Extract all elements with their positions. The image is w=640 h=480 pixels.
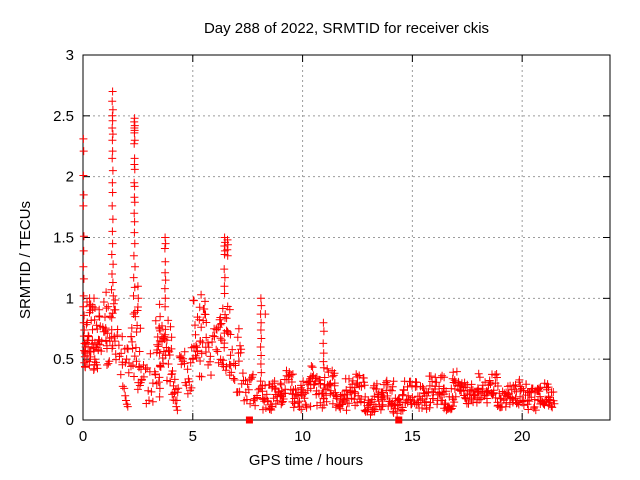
svg-text:2: 2 <box>66 169 74 186</box>
svg-text:2.5: 2.5 <box>53 108 74 125</box>
plot-border <box>82 54 611 421</box>
svg-text:0: 0 <box>66 412 74 429</box>
svg-text:1.5: 1.5 <box>53 230 74 247</box>
svg-text:0: 0 <box>79 428 87 445</box>
x-axis-label: GPS time / hours <box>248 452 364 469</box>
svg-text:15: 15 <box>404 428 421 445</box>
chart-title: Day 288 of 2022, SRMTID for receiver cki… <box>203 20 490 37</box>
data-points <box>79 87 559 419</box>
svg-text:1: 1 <box>66 290 74 307</box>
grid-lines <box>83 55 610 420</box>
svg-text:5: 5 <box>189 428 197 445</box>
svg-text:20: 20 <box>514 428 531 445</box>
svg-text:0.5: 0.5 <box>53 351 74 368</box>
tick-labels: 0 5 10 15 20 0 0.5 1 1.5 2 2.5 3 <box>53 47 530 445</box>
svg-text:10: 10 <box>294 428 311 445</box>
svg-text:3: 3 <box>66 47 74 64</box>
zero-square-markers <box>245 416 403 424</box>
